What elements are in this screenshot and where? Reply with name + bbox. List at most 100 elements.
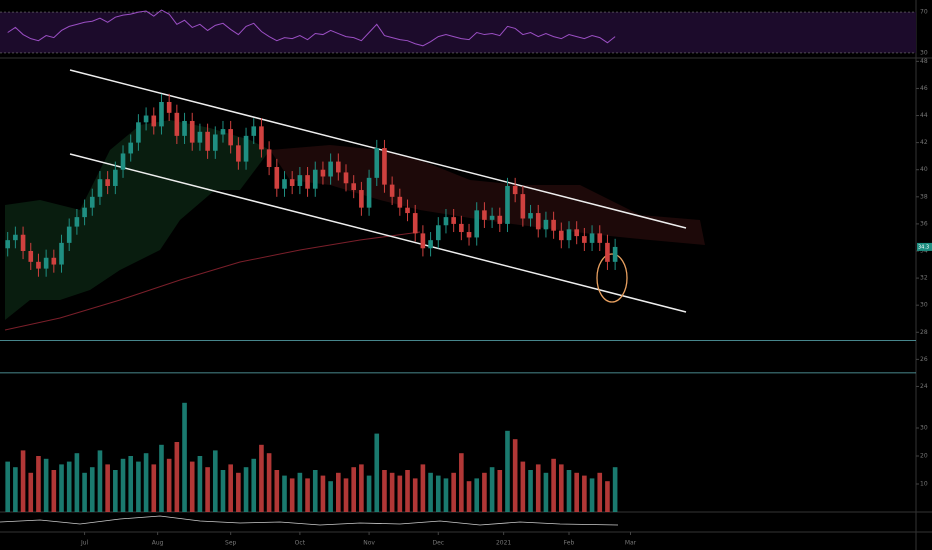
candle-body: [359, 190, 364, 208]
candle-body: [520, 194, 526, 219]
y-tick-label: 26: [920, 356, 928, 363]
candle-body: [497, 215, 503, 224]
candle-body: [412, 213, 418, 234]
y-tick-label: 30: [920, 425, 928, 432]
y-tick-label: 24: [920, 383, 928, 390]
candle-body: [574, 229, 579, 237]
candle-body: [320, 169, 326, 177]
volume-bar: [382, 470, 387, 512]
candle-body: [266, 149, 272, 168]
volume-bar: [389, 472, 395, 512]
volume-bar: [597, 472, 603, 512]
volume-bar: [113, 470, 118, 512]
volume-bar: [105, 464, 110, 512]
volume-bar: [66, 461, 72, 512]
x-tick-label: Jul: [80, 540, 89, 547]
x-tick-label: Oct: [295, 540, 306, 547]
volume-bar: [497, 470, 503, 512]
volume-bar: [274, 470, 280, 512]
volume-bar: [220, 470, 226, 512]
channel-line-lower: [69, 153, 687, 313]
candle-body: [551, 219, 556, 231]
candle-body: [259, 126, 264, 150]
volume-bar: [120, 458, 126, 512]
candle-body: [466, 232, 472, 238]
candle-body: [420, 233, 426, 249]
volume-bar: [13, 467, 18, 512]
volume-bar: [28, 472, 34, 512]
volume-bar: [143, 453, 149, 512]
candle-body: [143, 115, 149, 123]
candle-body: [159, 101, 164, 127]
volume-bar: [558, 464, 564, 512]
y-tick-label: 32: [920, 275, 928, 282]
volume-bar: [474, 478, 480, 512]
candle-body: [282, 179, 287, 189]
candle-body: [489, 215, 495, 220]
moving-average: [4, 231, 421, 331]
rsi-band: [0, 12, 916, 53]
x-tick-label: Dec: [432, 540, 444, 547]
volume-bar: [243, 467, 249, 512]
y-tick-label: 40: [920, 166, 928, 173]
y-tick-label: 28: [920, 329, 928, 336]
volume-bar: [512, 439, 518, 512]
volume-bar: [289, 478, 295, 512]
candle-body: [512, 185, 518, 195]
volume-bar: [505, 430, 510, 512]
volume-bar: [166, 458, 172, 512]
candle-body: [189, 120, 195, 143]
volume-bar: [205, 467, 210, 512]
candle-body: [66, 226, 72, 243]
volume-bar: [236, 472, 241, 512]
volume-bar: [174, 442, 180, 512]
candle-body: [136, 122, 141, 143]
x-tick-label: Feb: [564, 540, 575, 547]
candle-body: [13, 234, 18, 241]
candle-body: [389, 184, 395, 197]
volume-bar: [197, 456, 203, 512]
candle-body: [459, 223, 464, 233]
volume-bar: [20, 450, 26, 512]
rsi-line: [7, 9, 616, 47]
volume-bar: [420, 464, 426, 512]
volume-bar: [259, 444, 264, 512]
candle-body: [5, 240, 10, 249]
candle-body: [405, 207, 410, 214]
volume-bar: [466, 481, 472, 512]
volume-bar: [582, 475, 587, 512]
candle-body: [428, 240, 433, 249]
volume-bar: [374, 433, 380, 512]
candle-body: [197, 131, 203, 143]
y-tick-label: 10: [920, 481, 928, 488]
highlight-ellipse: [596, 253, 628, 303]
candle-body: [43, 257, 49, 269]
candle-body: [366, 177, 372, 208]
macd-line: [0, 515, 619, 526]
volume-bar: [36, 456, 41, 512]
volume-bar: [182, 402, 187, 512]
volume-bar: [443, 478, 449, 512]
volume-bar: [82, 472, 87, 512]
x-tick-label: 2021: [496, 540, 511, 547]
candle-body: [558, 230, 564, 241]
candle-body: [274, 167, 280, 189]
volume-bar: [459, 453, 464, 512]
x-tick-label: Mar: [625, 540, 637, 547]
volume-bar: [551, 458, 556, 512]
last-price-tag: [917, 242, 932, 251]
volume-bar: [351, 467, 357, 512]
last-price-label: 34.3: [918, 244, 929, 250]
volume-bar: [543, 472, 549, 512]
candle-body: [89, 196, 95, 208]
y-tick-label: 48: [920, 58, 928, 65]
candle-body: [243, 135, 249, 162]
y-tick-label: 38: [920, 193, 928, 200]
y-tick-label: 34: [920, 247, 928, 254]
volume-bar: [535, 464, 541, 512]
candle-body: [343, 172, 349, 184]
candle-body: [451, 217, 456, 224]
candle-body: [228, 129, 233, 146]
candle-body: [212, 134, 218, 151]
volume-bar: [228, 464, 233, 512]
